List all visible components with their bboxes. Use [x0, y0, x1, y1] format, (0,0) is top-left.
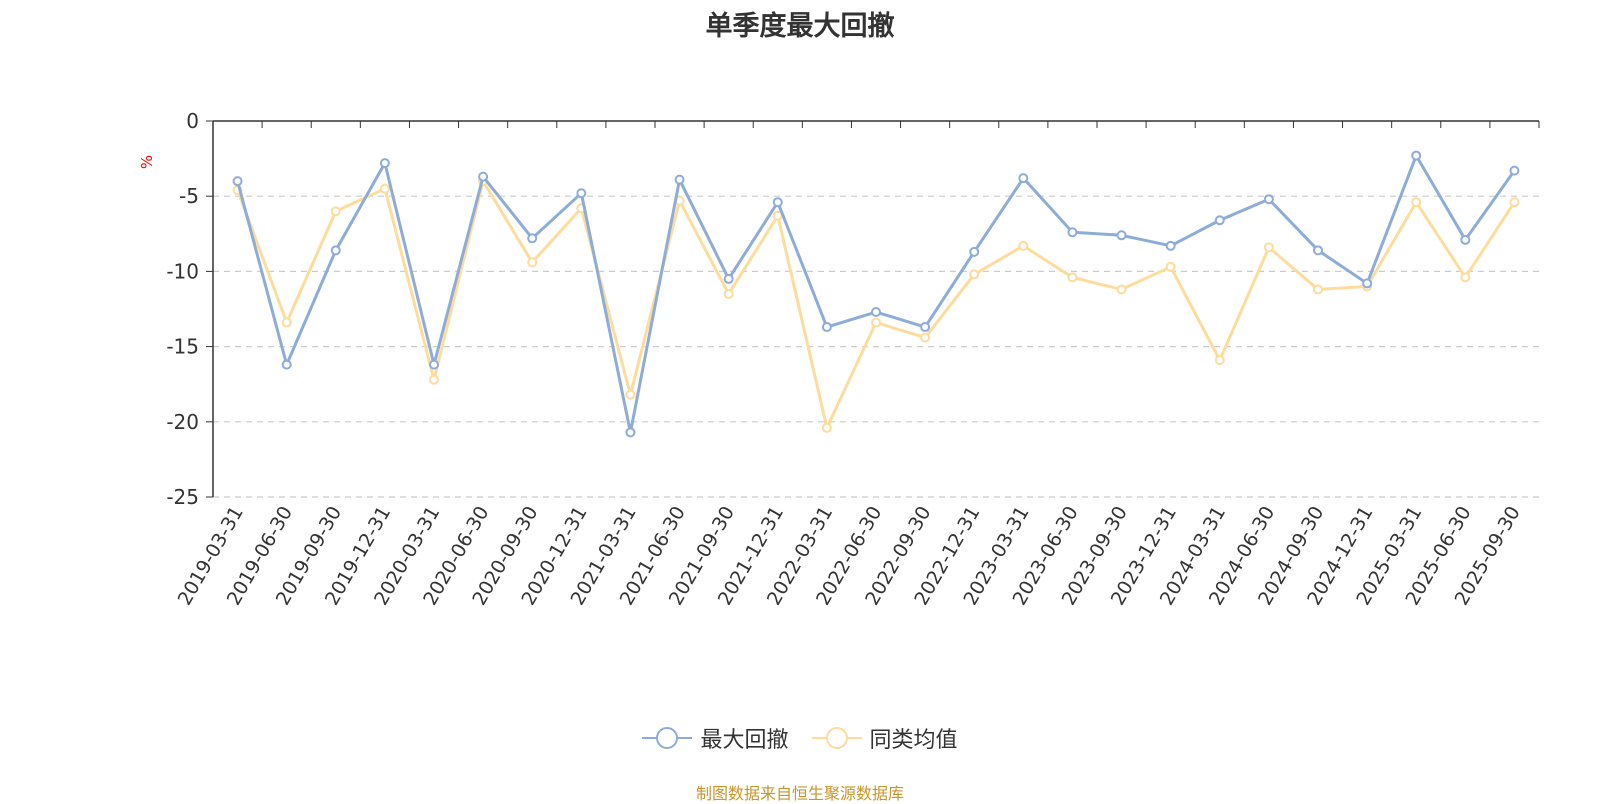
legend-label: 同类均值 — [869, 728, 958, 753]
data-point[interactable] — [281, 359, 292, 370]
y-tick-label: -20 — [166, 410, 199, 434]
data-point[interactable] — [1018, 173, 1029, 184]
grid-lines — [213, 195, 1539, 498]
legend-marker-icon — [811, 727, 862, 749]
data-point[interactable] — [330, 245, 341, 256]
data-point[interactable] — [1509, 165, 1520, 176]
data-point[interactable] — [379, 183, 390, 194]
y-tick-label: -10 — [166, 259, 199, 283]
data-point[interactable] — [1313, 245, 1323, 256]
data-point[interactable] — [527, 233, 538, 244]
data-point[interactable] — [969, 246, 980, 257]
data-point[interactable] — [1214, 215, 1225, 226]
data-point[interactable] — [1460, 272, 1471, 283]
y-tick-label: -15 — [166, 335, 199, 359]
data-point[interactable] — [478, 171, 489, 182]
data-point[interactable] — [576, 188, 587, 199]
data-point[interactable] — [871, 307, 881, 318]
data-point[interactable] — [232, 176, 243, 187]
data-point[interactable] — [1509, 197, 1520, 208]
data-point[interactable] — [429, 374, 439, 385]
data-point[interactable] — [1362, 278, 1373, 289]
data-point[interactable] — [379, 158, 390, 169]
data-point[interactable] — [969, 269, 980, 280]
series-1 — [232, 176, 1520, 433]
data-point[interactable] — [723, 288, 734, 299]
data-point[interactable] — [1313, 284, 1323, 295]
legend-item-series-0[interactable]: 最大回撤 — [642, 722, 789, 754]
data-point[interactable] — [1067, 227, 1078, 238]
chart-title: 单季度最大回撤 — [705, 11, 895, 42]
series-0 — [232, 150, 1520, 438]
data-point[interactable] — [723, 273, 734, 284]
y-tick-label: -25 — [166, 485, 199, 509]
source-note: 制图数据来自恒生聚源数据库 — [695, 784, 904, 803]
data-point[interactable] — [625, 427, 636, 438]
data-point[interactable] — [920, 322, 931, 333]
data-point[interactable] — [429, 359, 439, 370]
data-point[interactable] — [1165, 240, 1176, 251]
series-lines — [232, 150, 1520, 438]
data-point[interactable] — [1214, 355, 1225, 366]
data-point[interactable] — [625, 389, 636, 400]
data-point[interactable] — [1018, 240, 1029, 251]
y-axis-unit: % — [138, 155, 156, 169]
data-point[interactable] — [1165, 261, 1176, 272]
legend: 最大回撤 同类均值 — [0, 722, 1600, 756]
data-point[interactable] — [821, 422, 832, 433]
data-point[interactable] — [871, 317, 881, 328]
data-point[interactable] — [1460, 234, 1471, 245]
data-point[interactable] — [1263, 242, 1274, 253]
series-line — [236, 179, 1516, 430]
data-point[interactable] — [1411, 150, 1422, 161]
series-line — [236, 154, 1516, 434]
data-point[interactable] — [821, 322, 832, 333]
y-tick-label: -5 — [179, 184, 199, 208]
data-point[interactable] — [1411, 197, 1422, 208]
legend-label: 最大回撤 — [700, 728, 789, 753]
line-chart: 0-5-10-15-20-252019-03-312019-06-302019-… — [138, 109, 1540, 609]
data-point[interactable] — [1067, 272, 1078, 283]
data-point[interactable] — [1116, 284, 1127, 295]
data-point[interactable] — [920, 332, 931, 343]
data-point[interactable] — [772, 197, 783, 208]
legend-marker-icon — [642, 727, 693, 749]
data-point[interactable] — [330, 206, 341, 217]
y-tick-label: 0 — [186, 109, 199, 133]
data-point[interactable] — [527, 257, 538, 268]
data-point[interactable] — [674, 174, 685, 185]
data-point[interactable] — [1263, 194, 1274, 205]
legend-item-series-1[interactable]: 同类均值 — [811, 722, 958, 754]
data-point[interactable] — [281, 317, 292, 328]
data-point[interactable] — [1116, 230, 1127, 241]
